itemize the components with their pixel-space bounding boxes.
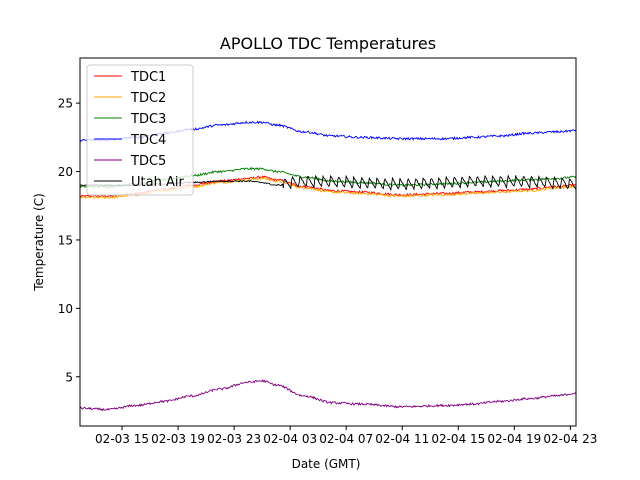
plot-frame [79,57,577,427]
y-axis-label: Temperature (C) [32,193,46,292]
x-tick-label: 02-03 19 [151,432,205,446]
legend-label: Utah Air [131,175,184,190]
legend-label: TDC2 [130,91,166,106]
x-tick-label: 02-04 11 [375,432,429,446]
chart-title: APOLLO TDC Temperatures [220,34,436,53]
y-tick-label: 25 [58,97,73,111]
x-axis-label: Date (GMT) [292,457,361,471]
x-axis-ticks: 02-03 15 02-03 19 02-03 23 02-04 03 02-04 07… [95,426,597,446]
legend-label: TDC5 [130,154,166,169]
y-axis-ticks: 5 10 15 20 25 [58,97,80,384]
legend-label: TDC3 [130,112,166,127]
legend-label: TDC1 [130,70,166,85]
x-tick-label: 02-04 03 [263,432,317,446]
series-line-tdc5 [80,379,576,412]
x-tick-label: 02-04 07 [319,432,373,446]
x-tick-label: 02-03 15 [95,432,149,446]
legend-label: TDC4 [130,133,166,148]
y-tick-label: 15 [58,233,73,247]
x-tick-label: 02-04 23 [543,432,597,446]
legend: TDC1 TDC2 TDC3 TDC4 TDC5 Utah Air [86,64,194,196]
y-tick-label: 10 [58,302,73,316]
x-tick-label: 02-04 19 [487,432,541,446]
y-tick-label: 20 [58,165,73,179]
y-tick-label: 5 [65,370,73,384]
x-tick-label: 02-03 23 [207,432,261,446]
x-tick-label: 02-04 15 [431,432,485,446]
